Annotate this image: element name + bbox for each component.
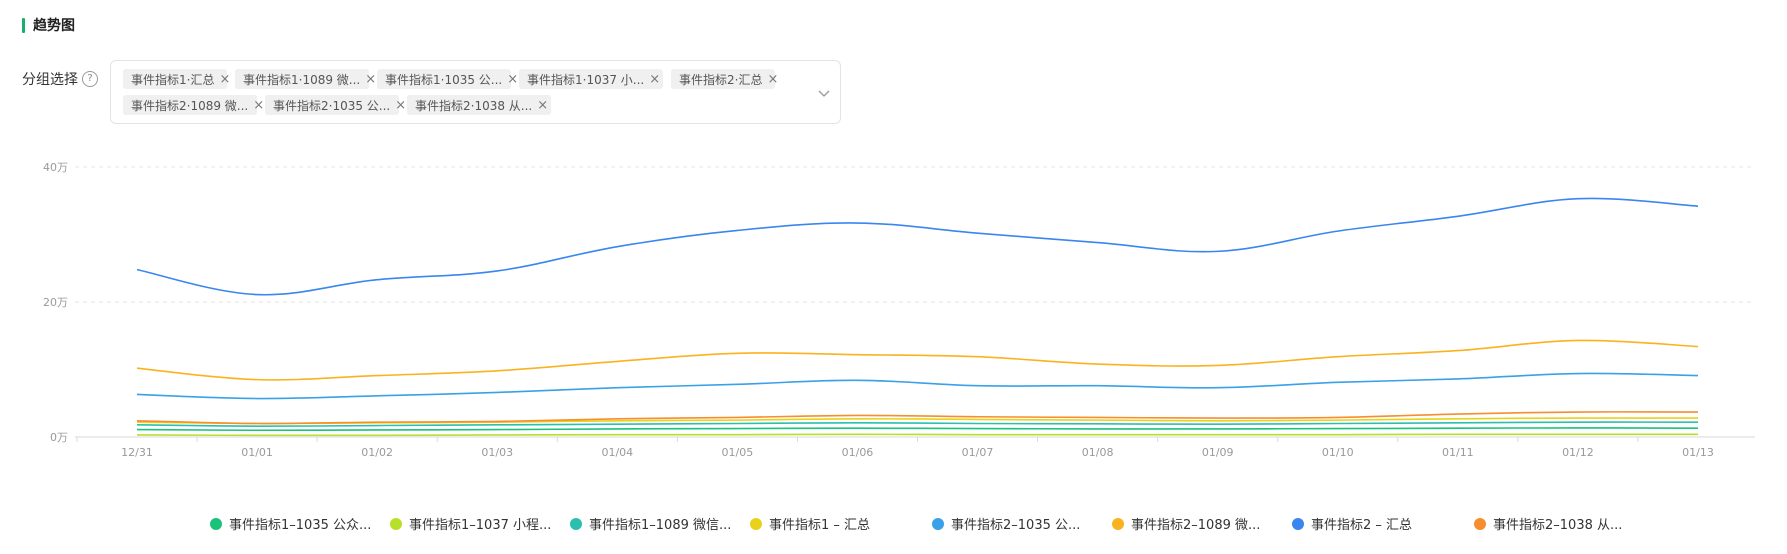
title-accent-bar	[22, 17, 25, 33]
selected-tag: 事件指标2·1038 从... ×	[407, 95, 551, 115]
legend-label: 事件指标2–1038 从...	[1493, 518, 1623, 533]
series-line	[136, 372, 1699, 400]
legend-dot-icon	[1474, 517, 1486, 530]
legend-dot-icon	[210, 517, 222, 530]
selected-tag-label: 事件指标2·1035 公...	[273, 98, 391, 113]
close-icon[interactable]: ×	[253, 97, 265, 113]
selected-tag-label: 事件指标1·1037 小...	[527, 72, 645, 87]
legend-label: 事件指标2–1035 公...	[951, 518, 1081, 533]
legend-dot-icon	[932, 517, 944, 530]
legend-item[interactable]: 事件指标2–1038 从...	[1474, 514, 1622, 533]
close-icon[interactable]: ×	[537, 97, 549, 113]
selected-tag-label: 事件指标1·汇总	[131, 72, 215, 87]
legend-label: 事件指标1–1035 公众...	[229, 518, 372, 533]
selected-tag-label: 事件指标2·1038 从...	[415, 98, 533, 113]
legend-dot-icon	[570, 517, 582, 530]
legend-label: 事件指标2 – 汇总	[1311, 518, 1413, 533]
selected-tag-label: 事件指标1·1089 微...	[243, 72, 361, 87]
x-tick-label: 01/09	[1202, 446, 1234, 459]
close-icon[interactable]: ×	[219, 71, 231, 87]
legend-item[interactable]: 事件指标1 – 汇总	[750, 514, 870, 533]
selected-tag-label: 事件指标2·汇总	[679, 72, 763, 87]
x-tick-label: 01/07	[962, 446, 994, 459]
group-select-label-wrap: 分组选择 ?	[22, 69, 98, 89]
selected-tag: 事件指标1·汇总 ×	[123, 69, 231, 89]
close-icon[interactable]: ×	[767, 71, 779, 87]
series-line	[136, 421, 1699, 428]
trend-line-chart: 0万 20万 40万 12/31 01/01 01/02 01/03 01/04 01/05 01…	[43, 161, 1755, 459]
page-title: 趋势图	[33, 18, 75, 34]
selected-tag: 事件指标1·1035 公... ×	[377, 69, 518, 89]
legend-item[interactable]: 事件指标2–1089 微...	[1112, 514, 1260, 533]
x-tick-label: 01/11	[1442, 446, 1474, 459]
chart-legend: 事件指标1–1035 公众... 事件指标1–1037 小程... 事件指标1–10…	[0, 514, 1787, 536]
legend-label: 事件指标1–1089 微信...	[589, 518, 732, 533]
legend-item[interactable]: 事件指标1–1035 公众...	[210, 514, 371, 533]
help-icon[interactable]: ?	[82, 71, 98, 87]
group-multi-select[interactable]: 事件指标1·汇总 × 事件指标1·1089 微... × 事件指标1·1035 公...…	[110, 60, 841, 124]
legend-dot-icon	[1292, 517, 1304, 530]
selected-tag: 事件指标2·1089 微... ×	[123, 95, 264, 115]
legend-item[interactable]: 事件指标1–1037 小程...	[390, 514, 551, 533]
y-tick-label: 0万	[50, 431, 68, 444]
x-tick-label: 01/01	[241, 446, 273, 459]
series-line	[136, 339, 1699, 381]
x-tick-label: 01/08	[1082, 446, 1114, 459]
x-tick-label: 01/10	[1322, 446, 1354, 459]
group-select-row: 分组选择 ? 事件指标1·汇总 × 事件指标1·1089 微... × 事件指标1·10…	[22, 60, 841, 126]
series-line	[136, 411, 1699, 425]
series-line	[136, 427, 1699, 432]
series-line	[136, 433, 1698, 437]
legend-dot-icon	[390, 517, 402, 530]
y-tick-label: 20万	[43, 296, 68, 309]
legend-label: 事件指标2–1089 微...	[1131, 518, 1261, 533]
selected-tag-label: 事件指标2·1089 微...	[131, 98, 249, 113]
x-tick-label: 01/13	[1682, 446, 1714, 459]
selected-tag: 事件指标2·1035 公... ×	[265, 95, 406, 115]
x-tick-label: 01/12	[1562, 446, 1594, 459]
x-tick-label: 01/03	[481, 446, 513, 459]
x-tick-label: 01/04	[601, 446, 633, 459]
group-select-label: 分组选择	[22, 72, 78, 88]
legend-item[interactable]: 事件指标1–1089 微信...	[570, 514, 731, 533]
section-title: 趋势图	[22, 16, 75, 34]
series-line	[136, 197, 1699, 296]
legend-dot-icon	[750, 517, 762, 530]
x-tick-label: 12/31	[121, 446, 153, 459]
chevron-down-icon[interactable]	[818, 87, 830, 99]
legend-item[interactable]: 事件指标2 – 汇总	[1292, 514, 1412, 533]
legend-label: 事件指标1 – 汇总	[769, 518, 871, 533]
selected-tags: 事件指标1·汇总 × 事件指标1·1089 微... × 事件指标1·1035 公...…	[123, 69, 783, 115]
x-tick-label: 01/02	[361, 446, 393, 459]
legend-dot-icon	[1112, 517, 1124, 530]
legend-label: 事件指标1–1037 小程...	[409, 518, 552, 533]
selected-tag: 事件指标1·1089 微... ×	[235, 69, 376, 89]
close-icon[interactable]: ×	[395, 97, 407, 113]
selected-tag: 事件指标2·汇总 ×	[671, 69, 779, 89]
x-tick-label: 01/05	[722, 446, 754, 459]
x-tick-label: 01/06	[842, 446, 874, 459]
selected-tag: 事件指标1·1037 小... ×	[519, 69, 663, 89]
selected-tag-label: 事件指标1·1035 公...	[385, 72, 503, 87]
close-icon[interactable]: ×	[649, 71, 661, 87]
close-icon[interactable]: ×	[507, 71, 519, 87]
y-tick-label: 40万	[43, 161, 68, 174]
close-icon[interactable]: ×	[365, 71, 377, 87]
legend-item[interactable]: 事件指标2–1035 公...	[932, 514, 1080, 533]
